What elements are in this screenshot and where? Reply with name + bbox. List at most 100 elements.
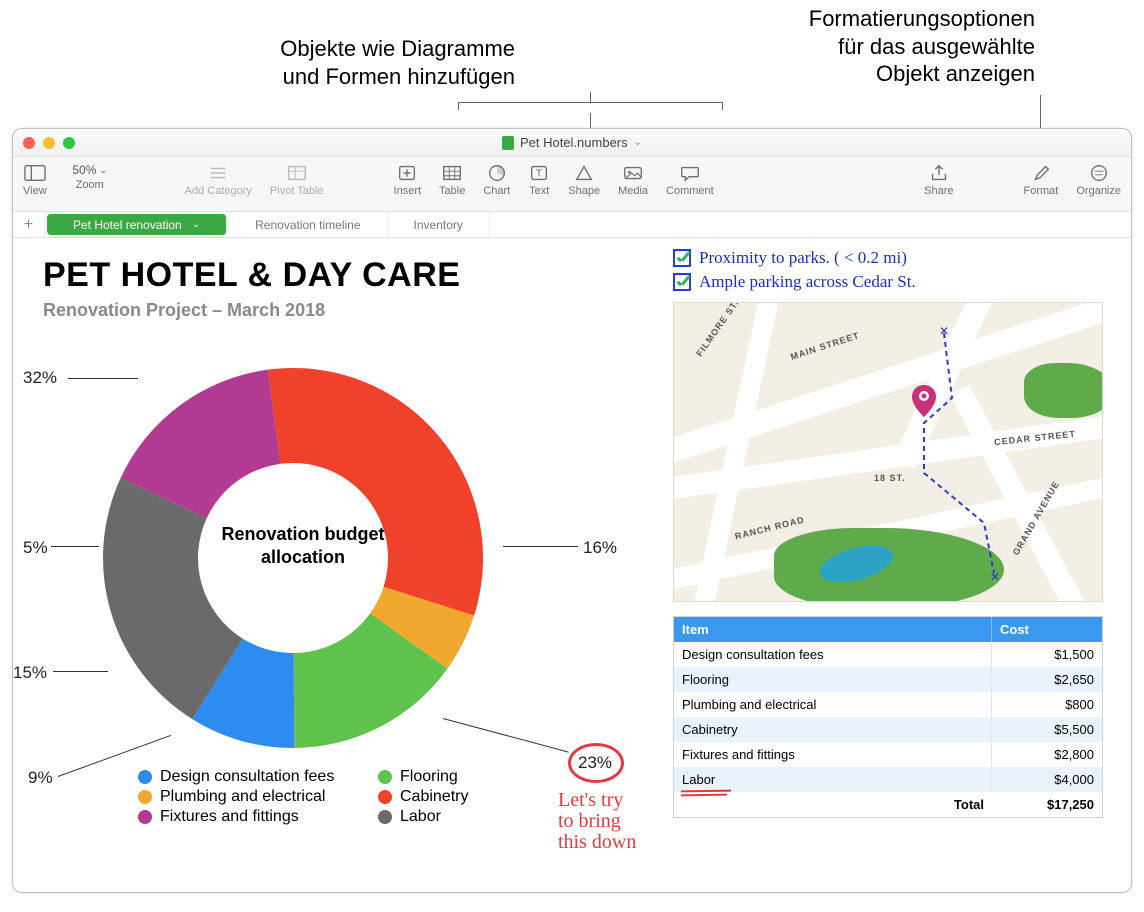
legend-swatch	[378, 770, 392, 784]
text-button[interactable]: T Text	[528, 163, 550, 197]
document-icon	[502, 136, 514, 150]
legend-swatch	[138, 810, 152, 824]
sheet-tab-label: Pet Hotel renovation	[73, 218, 182, 232]
map-illustration: FILMORE ST. MAIN STREET 18 ST. RANCH ROA…	[673, 302, 1103, 602]
toolbar-label: View	[23, 185, 47, 197]
checklist-text: Proximity to parks. ( < 0.2 mi)	[699, 248, 907, 268]
app-window: Pet Hotel.numbers ⌄ View 50%⌄ Zoom	[12, 128, 1132, 893]
sidebar-icon	[24, 163, 46, 183]
table-cell: $2,650	[992, 667, 1102, 692]
add-sheet-button[interactable]: +	[13, 212, 45, 237]
media-icon	[622, 163, 644, 183]
checkbox-checked-icon	[673, 273, 691, 291]
checklist-item: Ample parking across Cedar St.	[673, 272, 916, 292]
annotation-callout-objects: Objekte wie Diagramme und Formen hinzufü…	[265, 35, 515, 90]
callout-bracket-stem	[590, 92, 591, 102]
view-button[interactable]: View	[23, 163, 47, 197]
toolbar-label: Chart	[483, 185, 510, 197]
table-row[interactable]: Design consultation fees$1,500	[674, 642, 1102, 667]
chart-button[interactable]: Chart	[483, 163, 510, 197]
document-title[interactable]: Pet Hotel.numbers ⌄	[13, 135, 1131, 150]
map-pin-icon	[906, 383, 942, 419]
share-button[interactable]: Share	[924, 163, 953, 197]
callout-bracket-end	[458, 102, 459, 110]
legend-label: Labor	[400, 808, 441, 826]
table-row[interactable]: Labor$4,000	[674, 767, 1102, 792]
checklist-text: Ample parking across Cedar St.	[699, 272, 916, 292]
window-titlebar: Pet Hotel.numbers ⌄	[13, 129, 1131, 157]
donut-chart[interactable]: Renovation budget allocation 32% 16% 23%…	[13, 328, 653, 808]
table-cell: Design consultation fees	[674, 642, 992, 667]
legend-label: Flooring	[400, 768, 458, 786]
organize-icon	[1088, 163, 1110, 183]
table-button[interactable]: Table	[439, 163, 465, 197]
text-icon: T	[528, 163, 550, 183]
table-header: ItemCost	[674, 617, 1102, 642]
toolbar-label: Shape	[568, 185, 600, 197]
checklist: Proximity to parks. ( < 0.2 mi) Ample pa…	[673, 248, 916, 296]
slice-pct: 9%	[28, 768, 53, 788]
cost-table[interactable]: ItemCostDesign consultation fees$1,500Fl…	[673, 616, 1103, 818]
legend-item: Plumbing and electrical	[138, 788, 368, 806]
table-row[interactable]: Cabinetry$5,500	[674, 717, 1102, 742]
shape-button[interactable]: Shape	[568, 163, 600, 197]
donut-center-label: Renovation budget allocation	[208, 523, 398, 568]
table-cell: $800	[992, 692, 1102, 717]
table-icon	[441, 163, 463, 183]
sheet-tab[interactable]: Inventory	[388, 212, 490, 237]
organize-button[interactable]: Organize	[1076, 163, 1121, 197]
legend-item: Design consultation fees	[138, 768, 368, 786]
comment-button[interactable]: Comment	[666, 163, 714, 197]
table-total-row: Total$17,250	[674, 792, 1102, 817]
legend-item: Fixtures and fittings	[138, 808, 368, 826]
zoom-button[interactable]: 50%⌄ Zoom	[65, 163, 115, 191]
plus-icon	[396, 163, 418, 183]
toolbar-label: Comment	[666, 185, 714, 197]
sheet-tab[interactable]: Renovation timeline	[229, 212, 387, 237]
sheet-tab-active[interactable]: Pet Hotel renovation ⌄	[47, 214, 227, 235]
zoom-value: 50%⌄	[72, 163, 107, 177]
toolbar-label: Text	[529, 185, 549, 197]
toolbar-label: Table	[439, 185, 465, 197]
sheet-tab-label: Inventory	[414, 218, 463, 232]
table-cell: Flooring	[674, 667, 992, 692]
legend-swatch	[138, 790, 152, 804]
toolbar-label: Pivot Table	[270, 185, 324, 197]
svg-text:✕: ✕	[939, 324, 949, 338]
legend-label: Design consultation fees	[160, 768, 334, 786]
document-title-text: Pet Hotel.numbers	[520, 135, 628, 150]
slice-pct: 15%	[13, 663, 47, 683]
comment-icon	[679, 163, 701, 183]
add-category-button[interactable]: Add Category	[185, 163, 252, 197]
format-button[interactable]: Format	[1024, 163, 1059, 197]
table-row[interactable]: Fixtures and fittings$2,800	[674, 742, 1102, 767]
table-cell: $2,800	[992, 742, 1102, 767]
slice-pct: 16%	[583, 538, 617, 558]
route-path: ✕ ✕	[674, 303, 1102, 601]
callout-bracket-end	[722, 102, 723, 110]
spreadsheet-canvas[interactable]: PET HOTEL & DAY CARE Renovation Project …	[13, 238, 1131, 892]
toolbar-label: Insert	[394, 185, 422, 197]
sheet-tab-label: Renovation timeline	[255, 218, 360, 232]
legend-label: Fixtures and fittings	[160, 808, 299, 826]
table-cell: Cabinetry	[674, 717, 992, 742]
slice-pct: 32%	[23, 368, 57, 388]
insert-button[interactable]: Insert	[394, 163, 422, 197]
annotation-callout-format: Formatierungsoptionen für das ausgewählt…	[795, 5, 1035, 88]
table-row[interactable]: Plumbing and electrical$800	[674, 692, 1102, 717]
pivot-table-button[interactable]: Pivot Table	[270, 163, 324, 197]
toolbar-label: Organize	[1076, 185, 1121, 197]
table-cell: $5,500	[992, 717, 1102, 742]
legend-swatch	[138, 770, 152, 784]
toolbar-label: Share	[924, 185, 953, 197]
table-cell: Labor	[674, 767, 992, 792]
chevron-down-icon: ⌄	[634, 137, 642, 148]
table-cell: $1,500	[992, 642, 1102, 667]
media-button[interactable]: Media	[618, 163, 648, 197]
toolbar-label: Format	[1024, 185, 1059, 197]
handwritten-note: Let's try to bring this down	[558, 790, 636, 853]
page-subtitle: Renovation Project – March 2018	[43, 300, 325, 321]
table-row[interactable]: Flooring$2,650	[674, 667, 1102, 692]
chart-legend: Design consultation fees Flooring Plumbing…	[138, 768, 608, 826]
svg-text:✕: ✕	[990, 570, 1000, 584]
